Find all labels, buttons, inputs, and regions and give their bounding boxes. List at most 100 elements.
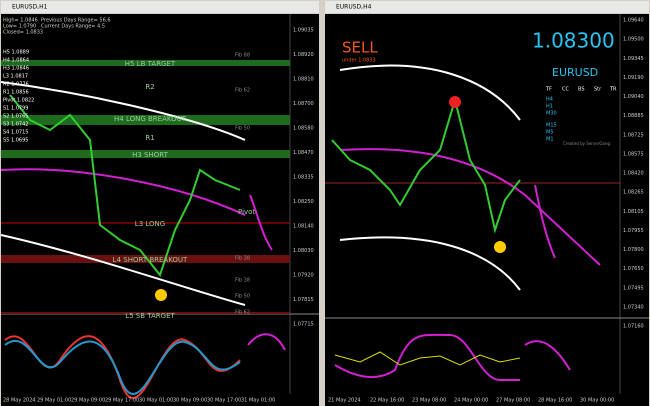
date-label: 30 May 01:00 — [139, 398, 173, 404]
level-label: R2 1.0776 — [3, 82, 29, 88]
signal-icon — [155, 289, 167, 301]
table-header: TF — [545, 87, 552, 93]
channel-upper — [0, 81, 246, 141]
zone-label: L5 SB TARGET — [125, 312, 175, 320]
regression-line — [339, 148, 601, 266]
fib-label: Fib 38 — [235, 278, 250, 284]
buy-icon — [494, 241, 506, 253]
fib-label: Fib 62 — [235, 310, 250, 316]
price-label: 1.08420 — [623, 171, 644, 177]
chart-area — [1, 14, 319, 406]
oscillator-magenta — [334, 333, 520, 381]
level-label: S5 1.0695 — [3, 138, 28, 144]
zone-label: R2 — [145, 83, 154, 91]
level-label: S1 1.0799 — [3, 106, 28, 112]
zone-label: L4 SHORT BREAKOUT — [113, 256, 188, 264]
level-label: H5 1.0889 — [3, 50, 29, 56]
table-header: BS — [578, 87, 585, 93]
regression-line — [0, 168, 246, 216]
date-label: 23 May 08:00 — [412, 398, 446, 404]
price-label: 1.08810 — [293, 77, 314, 83]
zone-label: H4 LONG BREAKOUT — [114, 115, 187, 123]
channel-lower — [0, 234, 246, 306]
price-label: 1.08140 — [293, 224, 314, 230]
left-texts: High= 1.0846 Previous Days Range= 56.6 Low… — [3, 18, 314, 404]
level-label: S4 1.0715 — [3, 130, 28, 136]
timeframe: H4 — [546, 97, 553, 103]
oscillator-blue — [4, 339, 241, 396]
title-bar — [325, 1, 649, 13]
signal: SELL — [342, 39, 378, 57]
title-bar — [1, 1, 319, 13]
price-label: 1.08885 — [623, 113, 644, 119]
channel-upper — [339, 64, 521, 121]
window-title: EURUSD,H1 — [12, 4, 48, 11]
date-label: 29 May 17:00 — [105, 398, 139, 404]
oscillator-arrow — [247, 333, 286, 351]
table-header: CC — [562, 87, 569, 93]
zone-label: Pivot — [238, 208, 255, 216]
price-label: 1.07650 — [623, 266, 644, 272]
zone-label: H3 SHORT — [132, 151, 169, 159]
level-label: Pivot 1.0822 — [3, 98, 34, 104]
price-label: 1.07495 — [623, 285, 644, 291]
price-label: 1.07920 — [293, 273, 314, 279]
timeframe: M5 — [546, 130, 554, 136]
date-label: 29 May 09:00 — [71, 398, 105, 404]
price-label: 1.09500 — [623, 37, 644, 43]
window-title: EURUSD,H4 — [336, 4, 372, 11]
price-label: 1.09345 — [623, 56, 644, 62]
projection-arrow — [249, 194, 273, 251]
price-label: 1.09035 — [293, 28, 314, 34]
table-header: TR — [609, 87, 617, 93]
date-label: 24 May 00:00 — [454, 398, 488, 404]
info-text: Low= 1.0790 — [3, 24, 36, 30]
price-label: 1.08265 — [623, 190, 644, 196]
symbol: EURUSD — [552, 66, 598, 79]
date-label: 31 May 01:00 — [241, 398, 275, 404]
table-header: Str — [594, 87, 602, 93]
level-label: H3 1.0846 — [3, 66, 29, 72]
date-label: 28 May 16:00 — [538, 398, 572, 404]
fib-label: Fib 50 — [235, 294, 250, 300]
price: 1.08300 — [532, 29, 615, 53]
timeframe: M1 — [546, 137, 554, 143]
level-label: S3 1.0742 — [3, 122, 28, 128]
info-text: Current Days Range= 4.5 — [41, 24, 105, 30]
fib-label: Fib 50 — [235, 126, 250, 132]
oscillator-yellow — [334, 351, 521, 366]
zone-label: R1 — [145, 134, 154, 142]
price-label: 1.08725 — [623, 132, 644, 138]
info-text: High= 1.0846 — [3, 18, 38, 24]
date-label: 22 May 16:00 — [370, 398, 404, 404]
price-label: 1.08580 — [293, 126, 314, 132]
date-label: 21 May 2024 — [328, 398, 361, 404]
price-label: 1.07955 — [623, 228, 644, 234]
projection-arrow — [534, 184, 556, 259]
price-label: 1.08030 — [293, 248, 314, 254]
chart-area — [325, 14, 649, 406]
level-bands — [1, 60, 290, 314]
price-label: 1.09640 — [623, 18, 644, 24]
date-label: 30 May 00:00 — [580, 398, 614, 404]
zone-label: L3 LONG — [135, 220, 165, 228]
level-label: H4 1.0864 — [3, 58, 29, 64]
date-label: 27 May 08:00 — [496, 398, 530, 404]
date-label: 28 May 2024 — [3, 398, 36, 404]
sell-icon — [449, 96, 461, 108]
price-label: 1.08105 — [623, 209, 644, 215]
price-label: 1.07160 — [623, 324, 644, 330]
price-path — [331, 96, 521, 234]
timeframe: H1 — [546, 104, 553, 110]
price-label: 1.07815 — [293, 297, 314, 303]
timeframe: M15 — [546, 123, 557, 129]
fib-label: Fib 88 — [235, 53, 250, 59]
price-label: 1.08575 — [623, 151, 644, 157]
level-label: R1 1.0856 — [3, 90, 29, 96]
signal-note: under 1.0833 — [342, 58, 376, 64]
price-label: 1.08470 — [293, 150, 314, 156]
fib-label: Fib 62 — [235, 88, 250, 94]
price-label: 1.08335 — [293, 175, 314, 181]
level-label: S2 1.0765 — [3, 114, 28, 120]
